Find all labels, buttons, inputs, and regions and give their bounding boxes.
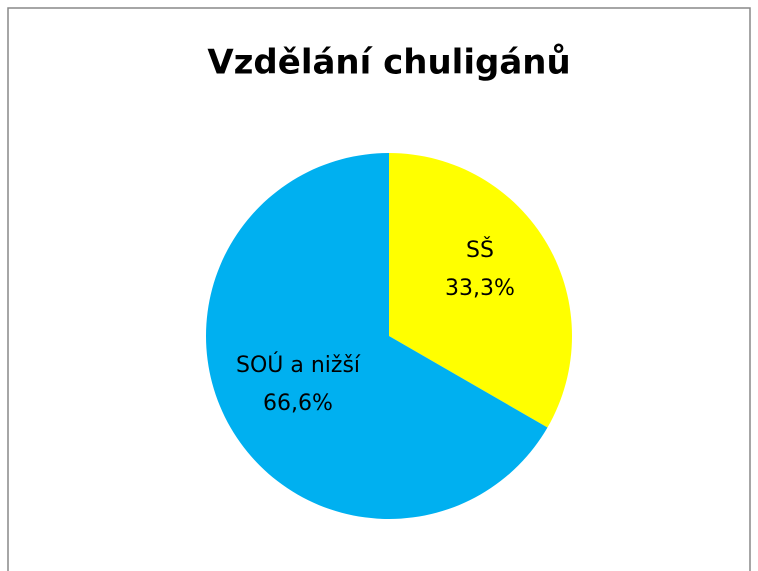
pie-slice (389, 153, 572, 428)
value-label: 33,3% (445, 276, 515, 301)
slice-label: SOÚ a nižší 66,6% (233, 347, 363, 423)
value-label: 66,6% (263, 391, 333, 416)
chart-title: Vzdělání chuligánů (207, 43, 570, 83)
slice-label: SŠ 33,3% (420, 232, 540, 308)
category-label: SOÚ a nižší (235, 353, 361, 378)
pie-slice (206, 153, 548, 519)
category-label: SŠ (466, 238, 494, 263)
